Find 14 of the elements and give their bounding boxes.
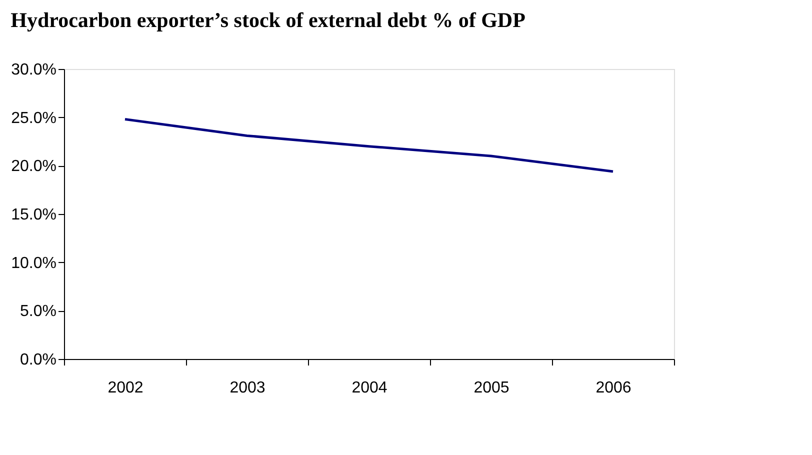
- line-series: [124, 118, 614, 173]
- x-tick-label: 2003: [230, 380, 266, 396]
- y-tick-label: 5.0%: [20, 303, 56, 320]
- y-tick-label: 10.0%: [11, 254, 56, 272]
- y-tick-label: 0.0%: [20, 352, 56, 368]
- x-tick-label: 2005: [474, 380, 510, 396]
- y-tick-label: 15.0%: [11, 206, 56, 224]
- y-tick-label: 20.0%: [11, 158, 56, 176]
- y-tick-label: 25.0%: [11, 110, 56, 127]
- x-tick-label: 2006: [596, 380, 632, 396]
- chart-title: Hydrocarbon exporter’s stock of external debt % of GDP: [10, 8, 526, 32]
- x-tick-label: 2004: [352, 380, 388, 396]
- y-tick-label: 30.0%: [11, 62, 56, 78]
- x-tick-label: 2002: [108, 380, 144, 396]
